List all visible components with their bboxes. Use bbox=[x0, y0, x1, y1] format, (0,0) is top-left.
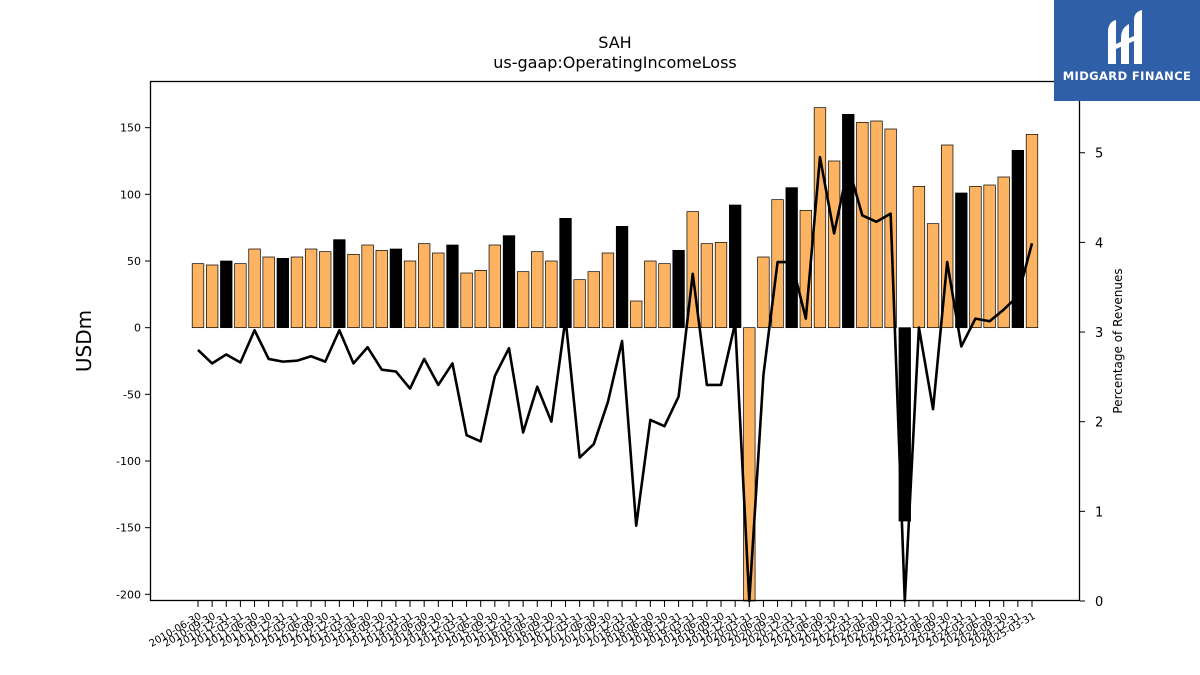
bar bbox=[333, 239, 346, 329]
bar bbox=[856, 121, 869, 329]
y-tick-label: -150 bbox=[116, 522, 141, 535]
y-tick-label: 150 bbox=[120, 122, 141, 135]
bar bbox=[389, 248, 403, 329]
bar bbox=[446, 244, 459, 329]
bar bbox=[276, 257, 289, 329]
bar bbox=[714, 241, 728, 329]
bar bbox=[573, 279, 586, 329]
y-tick-label: -100 bbox=[116, 455, 141, 468]
y-tick-label: 100 bbox=[120, 188, 141, 201]
y2-tick-label: 1 bbox=[1095, 505, 1103, 520]
midgard-logo: MIDGARD FINANCE bbox=[1054, 0, 1200, 101]
y2-tick-label: 3 bbox=[1095, 326, 1103, 341]
line-layer bbox=[197, 155, 1034, 603]
y2-tick-label: 5 bbox=[1095, 147, 1103, 162]
bar bbox=[403, 260, 417, 329]
bar bbox=[912, 185, 926, 329]
y-tick-label: -50 bbox=[123, 388, 141, 401]
bar bbox=[672, 249, 685, 329]
bar bbox=[474, 269, 487, 329]
y2-axis-label: Percentage of Revenues bbox=[1111, 268, 1125, 413]
y-axis-label: USDm bbox=[72, 310, 96, 372]
plot-frame bbox=[149, 80, 1081, 602]
bar bbox=[587, 271, 600, 329]
bar bbox=[997, 176, 1010, 329]
y2-tick-label: 4 bbox=[1095, 236, 1103, 251]
series-line bbox=[197, 155, 1034, 603]
y-tick-label: 0 bbox=[134, 322, 141, 335]
bar bbox=[559, 217, 572, 329]
bar bbox=[375, 249, 388, 329]
bar bbox=[686, 211, 699, 329]
bar bbox=[827, 160, 841, 329]
bar bbox=[700, 243, 714, 329]
bar bbox=[531, 251, 544, 329]
bar bbox=[799, 209, 812, 329]
bar bbox=[234, 263, 247, 329]
bar bbox=[262, 256, 275, 329]
bar bbox=[941, 144, 954, 329]
bar bbox=[658, 263, 671, 329]
bar bbox=[502, 235, 516, 329]
bar bbox=[220, 260, 233, 329]
chart-title: SAH bbox=[598, 33, 631, 52]
bar bbox=[516, 271, 530, 329]
bar bbox=[432, 252, 445, 329]
bar bbox=[290, 256, 304, 329]
bar bbox=[983, 184, 996, 329]
bar bbox=[1011, 149, 1025, 329]
bar bbox=[743, 327, 756, 602]
bar bbox=[729, 204, 742, 329]
bars-layer bbox=[191, 107, 1039, 602]
y2-tick-label: 0 bbox=[1095, 595, 1103, 610]
bar bbox=[1025, 133, 1039, 329]
bar bbox=[955, 192, 968, 329]
chart-subtitle: us-gaap:OperatingIncomeLoss bbox=[493, 53, 737, 72]
bar bbox=[601, 252, 615, 329]
bar bbox=[926, 223, 940, 329]
y2-tick-label: 2 bbox=[1095, 416, 1103, 431]
bar bbox=[460, 272, 473, 329]
bar bbox=[644, 260, 657, 329]
bar bbox=[319, 251, 332, 329]
bar bbox=[248, 248, 261, 329]
bar bbox=[304, 248, 318, 329]
bar bbox=[488, 244, 501, 329]
bar bbox=[361, 244, 374, 329]
bar bbox=[842, 113, 855, 329]
bar bbox=[545, 260, 558, 329]
bar bbox=[418, 243, 431, 329]
midgard-logo-icon bbox=[1102, 10, 1152, 72]
y-tick-label: -200 bbox=[116, 588, 141, 601]
bar bbox=[969, 185, 982, 329]
bar bbox=[615, 225, 629, 329]
bar bbox=[191, 263, 205, 329]
logo-text: MIDGARD FINANCE bbox=[1062, 69, 1192, 83]
bar bbox=[630, 300, 643, 329]
bar bbox=[785, 187, 798, 329]
y-tick-label: 50 bbox=[127, 255, 141, 268]
bar bbox=[870, 120, 883, 329]
bar bbox=[347, 253, 360, 329]
bar bbox=[757, 256, 770, 329]
bar bbox=[205, 264, 219, 329]
